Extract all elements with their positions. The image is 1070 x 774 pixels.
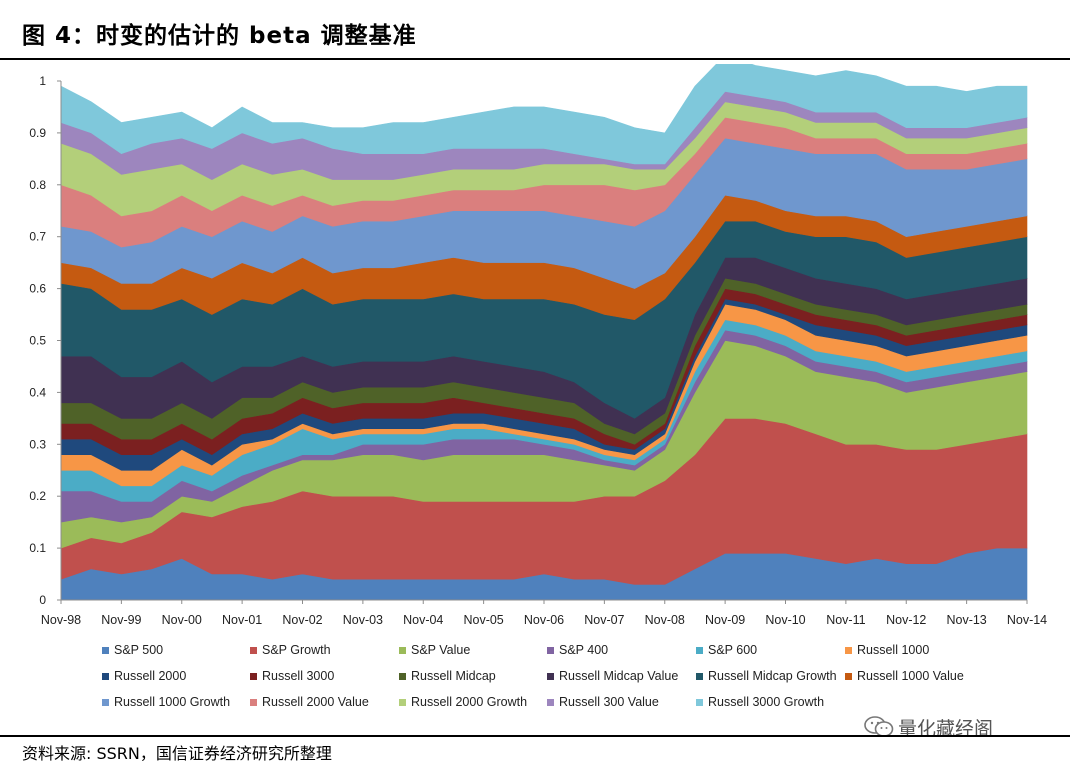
x-tick-label: Nov-10 [765,613,805,627]
legend-item: Russell Midcap Growth [696,668,837,684]
legend-swatch [250,672,257,680]
legend-item: Russell 3000 Growth [696,694,824,710]
y-tick-label: 0.4 [29,385,46,399]
y-tick-label: 0.6 [29,282,46,296]
legend-label: Russell 2000 [114,669,187,683]
x-tick-label: Nov-06 [524,613,564,627]
x-tick-label: Nov-99 [101,613,141,627]
legend-label: Russell 1000 Growth [114,695,231,709]
x-tick-label: Nov-05 [463,613,503,627]
legend-swatch [547,646,554,654]
legend-label: Russell Midcap Value [559,669,679,683]
legend-swatch [102,698,109,706]
legend-label: S&P 500 [114,643,164,657]
legend-item: Russell 2000 Growth [399,694,527,710]
chart-area: 0 0.1 0.2 0.3 0.4 0.5 0.6 0.7 0.8 0.9 1 Nov-98 Nov-9… [0,54,1070,634]
source-note: 资料来源: SSRN，国信证券经济研究所整理 [22,744,332,763]
legend-item: Russell 3000 [250,668,334,684]
legend-item: Russell 300 Value [547,694,659,710]
legend-swatch [102,646,109,654]
legend-label: S&P Growth [262,643,331,657]
legend-label: S&P 600 [708,643,758,657]
legend-swatch [399,646,406,654]
wechat-icon [864,716,894,737]
y-tick-label: 0.9 [29,126,46,140]
legend-swatch [845,672,852,680]
figure-header: 图 4：时变的估计的 beta 调整基准 [0,0,1070,60]
legend-swatch [845,646,852,654]
legend-item: Russell 2000 Value [250,694,369,710]
legend-label: Russell Midcap [411,669,496,683]
legend-swatch [399,698,406,706]
x-tick-label: Nov-00 [162,613,202,627]
legend-swatch [696,672,703,680]
y-tick-label: 0.5 [29,334,46,348]
legend-label: Russell 2000 Value [262,695,369,709]
area-russell-3000-growth [60,54,1028,165]
legend-swatch [547,672,554,680]
y-tick-label: 1 [39,74,46,88]
legend-item: Russell Midcap Value [547,668,678,684]
chart-legend: S&P 500 S&P Growth S&P Value S&P 400 S&P 600… [0,636,1070,726]
y-tick-label: 0.2 [29,489,46,503]
legend-item: Russell 1000 [845,642,929,658]
y-tick-label: 0 [39,593,46,607]
legend-swatch [696,646,703,654]
top-rule [0,58,1070,60]
y-tick-label: 0.3 [29,437,46,451]
y-tick-label: 0.8 [29,178,46,192]
legend-item: Russell 1000 Growth [102,694,230,710]
figure-title: 图 4：时变的估计的 beta 调整基准 [22,23,417,49]
legend-label: S&P 400 [559,643,609,657]
legend-item: Russell 2000 [102,668,186,684]
legend-label: Russell 3000 Growth [708,695,825,709]
x-tick-label: Nov-08 [645,613,685,627]
legend-label: Russell 1000 [857,643,930,657]
legend-item: Russell 1000 Value [845,668,964,684]
x-tick-label: Nov-98 [41,613,81,627]
legend-label: Russell 2000 Growth [411,695,528,709]
x-tick-label: Nov-04 [403,613,443,627]
legend-item: Russell Midcap [399,668,496,684]
x-tick-label: Nov-02 [282,613,322,627]
legend-item: S&P 500 [102,642,163,658]
x-tick-label: Nov-14 [1007,613,1047,627]
legend-item: S&P 400 [547,642,608,658]
legend-swatch [547,698,554,706]
legend-label: Russell 3000 [262,669,335,683]
bottom-rule [0,735,1070,737]
y-tick-label: 0.1 [29,541,46,555]
x-tick-label: Nov-11 [826,613,865,627]
legend-swatch [102,672,109,680]
legend-label: S&P Value [411,643,471,657]
watermark-text: 量化藏经阁 [898,717,994,740]
legend-swatch [399,672,406,680]
x-tick-label: Nov-07 [584,613,624,627]
x-tick-label: Nov-03 [343,613,383,627]
legend-swatch [250,646,257,654]
stacked-area-chart: 0 0.1 0.2 0.3 0.4 0.5 0.6 0.7 0.8 0.9 1 Nov-98 Nov-9… [29,54,1047,627]
y-tick-label: 0.7 [29,230,46,244]
x-tick-label: Nov-13 [946,613,986,627]
x-tick-label: Nov-09 [705,613,745,627]
legend-swatch [696,698,703,706]
legend-item: S&P Value [399,642,470,658]
legend-label: Russell 1000 Value [857,669,964,683]
x-tick-label: Nov-01 [222,613,262,627]
legend-label: Russell Midcap Growth [708,669,837,683]
legend-label: Russell 300 Value [559,695,659,709]
legend-swatch [250,698,257,706]
legend-item: S&P Growth [250,642,331,658]
legend-item: S&P 600 [696,642,757,658]
x-tick-label: Nov-12 [886,613,926,627]
